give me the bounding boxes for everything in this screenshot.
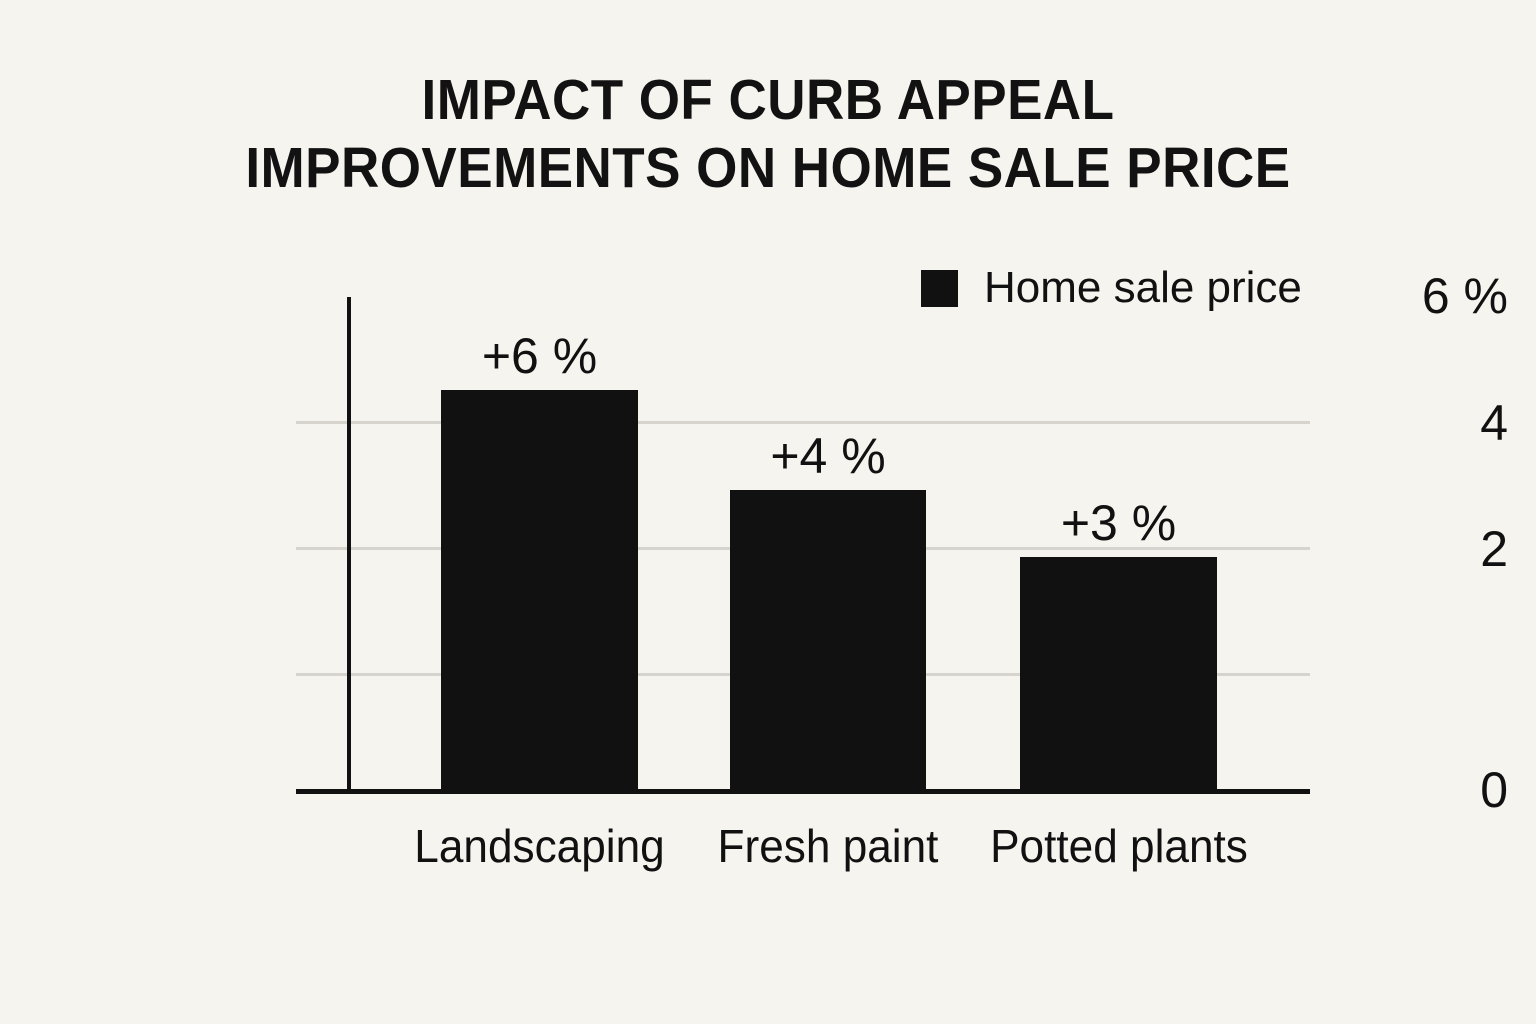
bar-value-label-landscaping: +6 %: [481, 328, 598, 384]
y-tick-label-2: 2: [1480, 521, 1508, 577]
y-tick-label-4: 4: [1480, 395, 1508, 451]
chart-legend: Home sale price: [921, 266, 1302, 310]
legend-label-home-sale-price: Home sale price: [984, 263, 1302, 312]
x-axis-line: [296, 789, 1310, 794]
bar-potted-plants[interactable]: [1020, 557, 1217, 790]
y-axis-line: [347, 297, 351, 793]
x-tick-label-potted-plants: Potted plants: [990, 820, 1248, 872]
legend-swatch-icon: [921, 269, 958, 307]
y-tick-label-0: 0: [1480, 762, 1508, 818]
x-tick-label-fresh-paint: Fresh paint: [717, 820, 939, 872]
gridline-4: [296, 421, 1310, 424]
x-tick-label-landscaping: Landscaping: [414, 820, 665, 872]
bar-landscaping[interactable]: [441, 390, 638, 790]
bar-value-label-fresh-paint: +4 %: [770, 428, 886, 484]
bar-fresh-paint[interactable]: [730, 490, 926, 790]
bar-value-label-potted-plants: +3 %: [1060, 495, 1177, 551]
y-tick-label-6: 6 %: [1421, 268, 1508, 324]
chart-title: IMPACT OF CURB APPEAL IMPROVEMENTS ON HO…: [245, 68, 1291, 200]
